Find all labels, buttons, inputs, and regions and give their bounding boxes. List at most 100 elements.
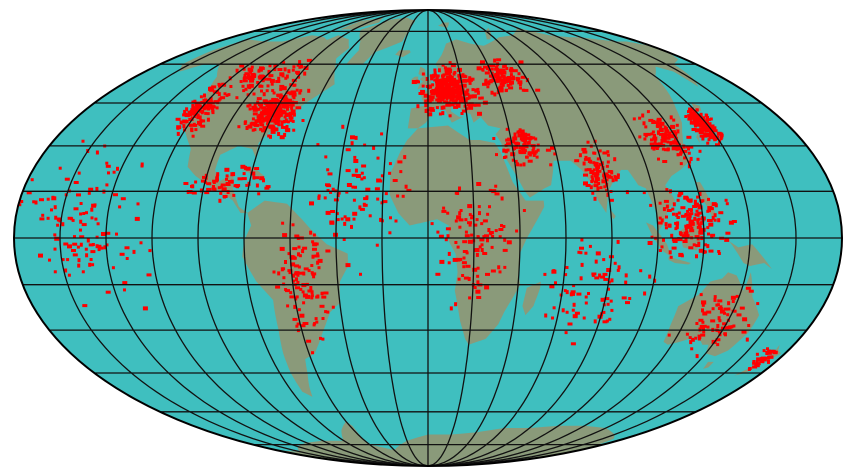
observation-point [708, 209, 711, 213]
observation-point [628, 297, 632, 300]
observation-point [584, 168, 588, 172]
observation-point [244, 87, 248, 91]
observation-point [364, 203, 368, 207]
observation-point [253, 123, 259, 127]
observation-point [521, 151, 527, 155]
observation-point [699, 134, 705, 138]
observation-point [739, 306, 745, 310]
observation-point [307, 289, 313, 293]
observation-point [208, 104, 212, 108]
observation-point [97, 248, 101, 252]
observation-point [448, 61, 452, 65]
observation-point [185, 107, 189, 112]
observation-point [434, 90, 438, 94]
observation-point [312, 323, 316, 327]
observation-point [591, 272, 595, 277]
observation-point [444, 70, 448, 74]
observation-point [731, 309, 737, 313]
observation-point [242, 79, 248, 83]
observation-point [292, 128, 296, 132]
observation-point [403, 155, 407, 160]
observation-point [670, 134, 673, 138]
observation-point [298, 254, 302, 258]
observation-point [675, 224, 679, 229]
observation-point [527, 159, 533, 163]
observation-point [532, 136, 536, 140]
observation-point [352, 217, 356, 221]
observation-point [346, 183, 352, 187]
observation-point [607, 170, 613, 173]
observation-point [447, 69, 453, 73]
observation-point [692, 121, 695, 125]
observation-point [54, 215, 58, 220]
observation-point [606, 192, 610, 197]
observation-point [206, 112, 210, 116]
observation-point [493, 58, 497, 63]
observation-point [762, 349, 766, 353]
observation-point [471, 88, 475, 92]
observation-point [674, 131, 678, 135]
observation-point [693, 202, 699, 206]
observation-point [688, 107, 692, 111]
observation-point [84, 247, 88, 251]
observation-point [720, 134, 724, 139]
observation-point [643, 132, 649, 136]
observation-point [374, 187, 380, 191]
observation-point [522, 147, 526, 152]
observation-point [451, 86, 455, 90]
observation-point [695, 114, 699, 118]
observation-point [363, 197, 369, 201]
observation-point [549, 284, 555, 289]
observation-point [695, 254, 698, 259]
observation-point [502, 225, 506, 228]
observation-point [435, 75, 439, 79]
observation-point [212, 179, 216, 183]
observation-point [261, 119, 265, 123]
observation-point [522, 162, 526, 167]
observation-point [551, 316, 554, 320]
observation-point [687, 146, 690, 151]
observation-point [67, 273, 71, 277]
observation-point [94, 217, 98, 221]
observation-point [241, 177, 247, 181]
observation-point [488, 74, 494, 78]
observation-point [278, 106, 281, 110]
observation-point [274, 110, 278, 114]
observation-point [471, 94, 477, 99]
points-cluster-russia-west [467, 58, 541, 97]
observation-point [466, 88, 470, 92]
observation-point [446, 78, 452, 83]
observation-point [714, 137, 718, 141]
observation-point [441, 63, 445, 67]
observation-point [461, 83, 467, 88]
observation-point [494, 229, 498, 233]
observation-point [289, 295, 295, 299]
observation-point [606, 153, 610, 157]
observation-point [694, 336, 698, 340]
observation-point [594, 259, 598, 264]
observation-point [606, 268, 612, 272]
observation-point [698, 118, 702, 122]
observation-point [660, 218, 664, 223]
observation-point [694, 128, 700, 133]
observation-point [717, 218, 721, 223]
observation-point [435, 82, 439, 86]
observation-point [192, 110, 196, 114]
observation-point [195, 106, 201, 110]
observation-point [396, 194, 400, 198]
observation-point [660, 245, 664, 249]
observation-point [345, 148, 351, 152]
observation-point [292, 65, 296, 69]
observation-point [593, 173, 599, 178]
observation-point [241, 84, 245, 88]
observation-point [666, 209, 672, 212]
observation-point [474, 223, 478, 227]
observation-point [549, 163, 553, 167]
observation-point [519, 163, 523, 167]
observation-point [105, 161, 109, 165]
observation-point [679, 232, 683, 236]
observation-point [519, 86, 522, 90]
observation-point [495, 78, 501, 83]
land-tasmania [703, 361, 714, 369]
observation-point [686, 234, 690, 239]
